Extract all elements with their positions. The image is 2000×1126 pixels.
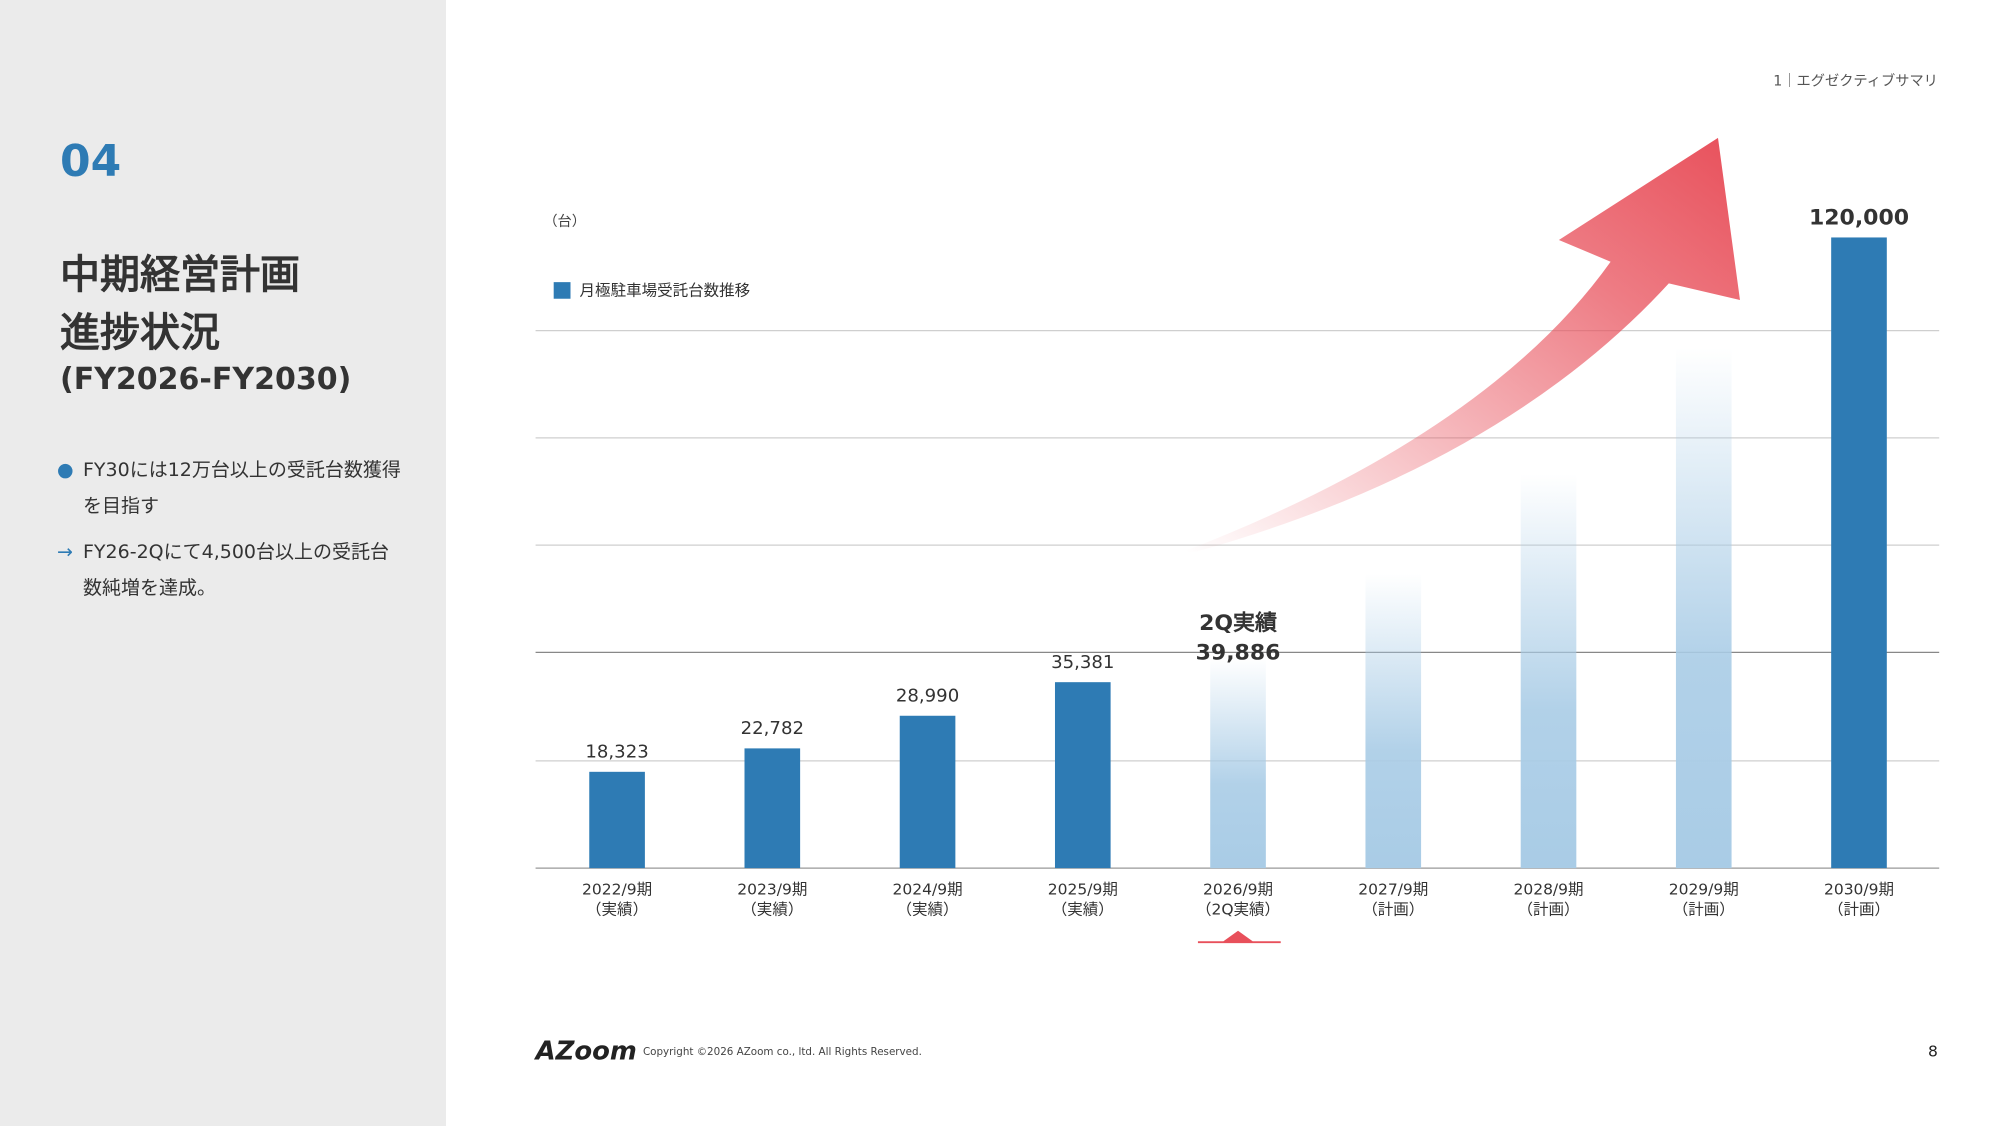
value-label: 39,886 (1196, 641, 1281, 666)
bar (744, 748, 801, 869)
x-tick-sublabel: （実績） (897, 901, 959, 919)
bullet-text: FY26-2Qにて4,500台以上の受託台数純増を達成。 (83, 541, 390, 599)
bar (589, 771, 645, 869)
logo: AZoom (534, 1037, 637, 1067)
x-tick-label: 2025/9期 (1048, 880, 1118, 898)
x-tick-sublabel: （計画） (1828, 901, 1890, 919)
copyright: Copyright ©2026 AZoom co., ltd. All Righ… (643, 1046, 922, 1058)
bullet-text: FY30には12万台以上の受託台数獲得を目指す (83, 459, 401, 517)
x-tick-label: 2024/9期 (893, 880, 963, 898)
value-label: 28,990 (896, 686, 959, 707)
x-tick-label: 2027/9期 (1358, 880, 1428, 898)
page-number: 8 (1928, 1043, 1938, 1061)
bar (1520, 473, 1577, 869)
y-axis-label: （台） (543, 214, 586, 230)
bullet-marker: → (57, 541, 73, 563)
x-tick-sublabel: （計画） (1517, 901, 1579, 919)
section-number: 04 (60, 136, 122, 187)
x-tick-sublabel: （計画） (1673, 901, 1735, 919)
bullet: ● FY30には12万台以上の受託台数獲得を目指す (57, 452, 403, 524)
bar (899, 715, 956, 869)
highlight-marker (1197, 930, 1281, 944)
x-tick-sublabel: （実績） (586, 901, 648, 919)
highlight-label: 2Q実績 (1199, 610, 1277, 636)
x-tick-sublabel: （実績） (741, 901, 803, 919)
bullet: → FY26-2Qにて4,500台以上の受託台数純増を達成。 (57, 534, 403, 606)
value-label: 22,782 (741, 718, 804, 739)
x-tick-label: 2023/9期 (737, 880, 807, 898)
value-label: 35,381 (1051, 652, 1114, 673)
bar (1675, 347, 1732, 869)
value-label: 18,323 (585, 742, 648, 763)
x-tick-label: 2029/9期 (1669, 880, 1739, 898)
title-line: 進捗状況 (60, 310, 220, 356)
header: 1｜エグゼクティブサマリ (1773, 73, 1938, 90)
side-panel: 04 中期経営計画 進捗状況 (FY2026-FY2030) ● FY30には12万… (0, 0, 446, 1126)
x-tick-sublabel: （2Q実績） (1196, 901, 1280, 919)
bar (1365, 573, 1422, 869)
x-tick-label: 2022/9期 (582, 880, 652, 898)
bar (1054, 682, 1111, 869)
bar (1210, 658, 1266, 869)
value-label: 120,000 (1809, 205, 1909, 230)
subtitle: (FY2026-FY2030) (60, 362, 352, 397)
bullet-marker: ● (57, 459, 74, 481)
x-tick-label: 2028/9期 (1513, 880, 1583, 898)
x-tick-sublabel: （計画） (1362, 901, 1424, 919)
title: 中期経営計画 進捗状況 (60, 246, 300, 362)
x-tick-label: 2030/9期 (1824, 880, 1894, 898)
x-tick-sublabel: （実績） (1052, 901, 1114, 919)
x-tick-label: 2026/9期 (1203, 880, 1273, 898)
legend-swatch (553, 282, 571, 299)
legend-label: 月極駐車場受託台数推移 (580, 282, 751, 300)
bar (1831, 237, 1887, 869)
growth-arrow (1183, 137, 1740, 552)
title-line: 中期経営計画 (60, 252, 300, 298)
